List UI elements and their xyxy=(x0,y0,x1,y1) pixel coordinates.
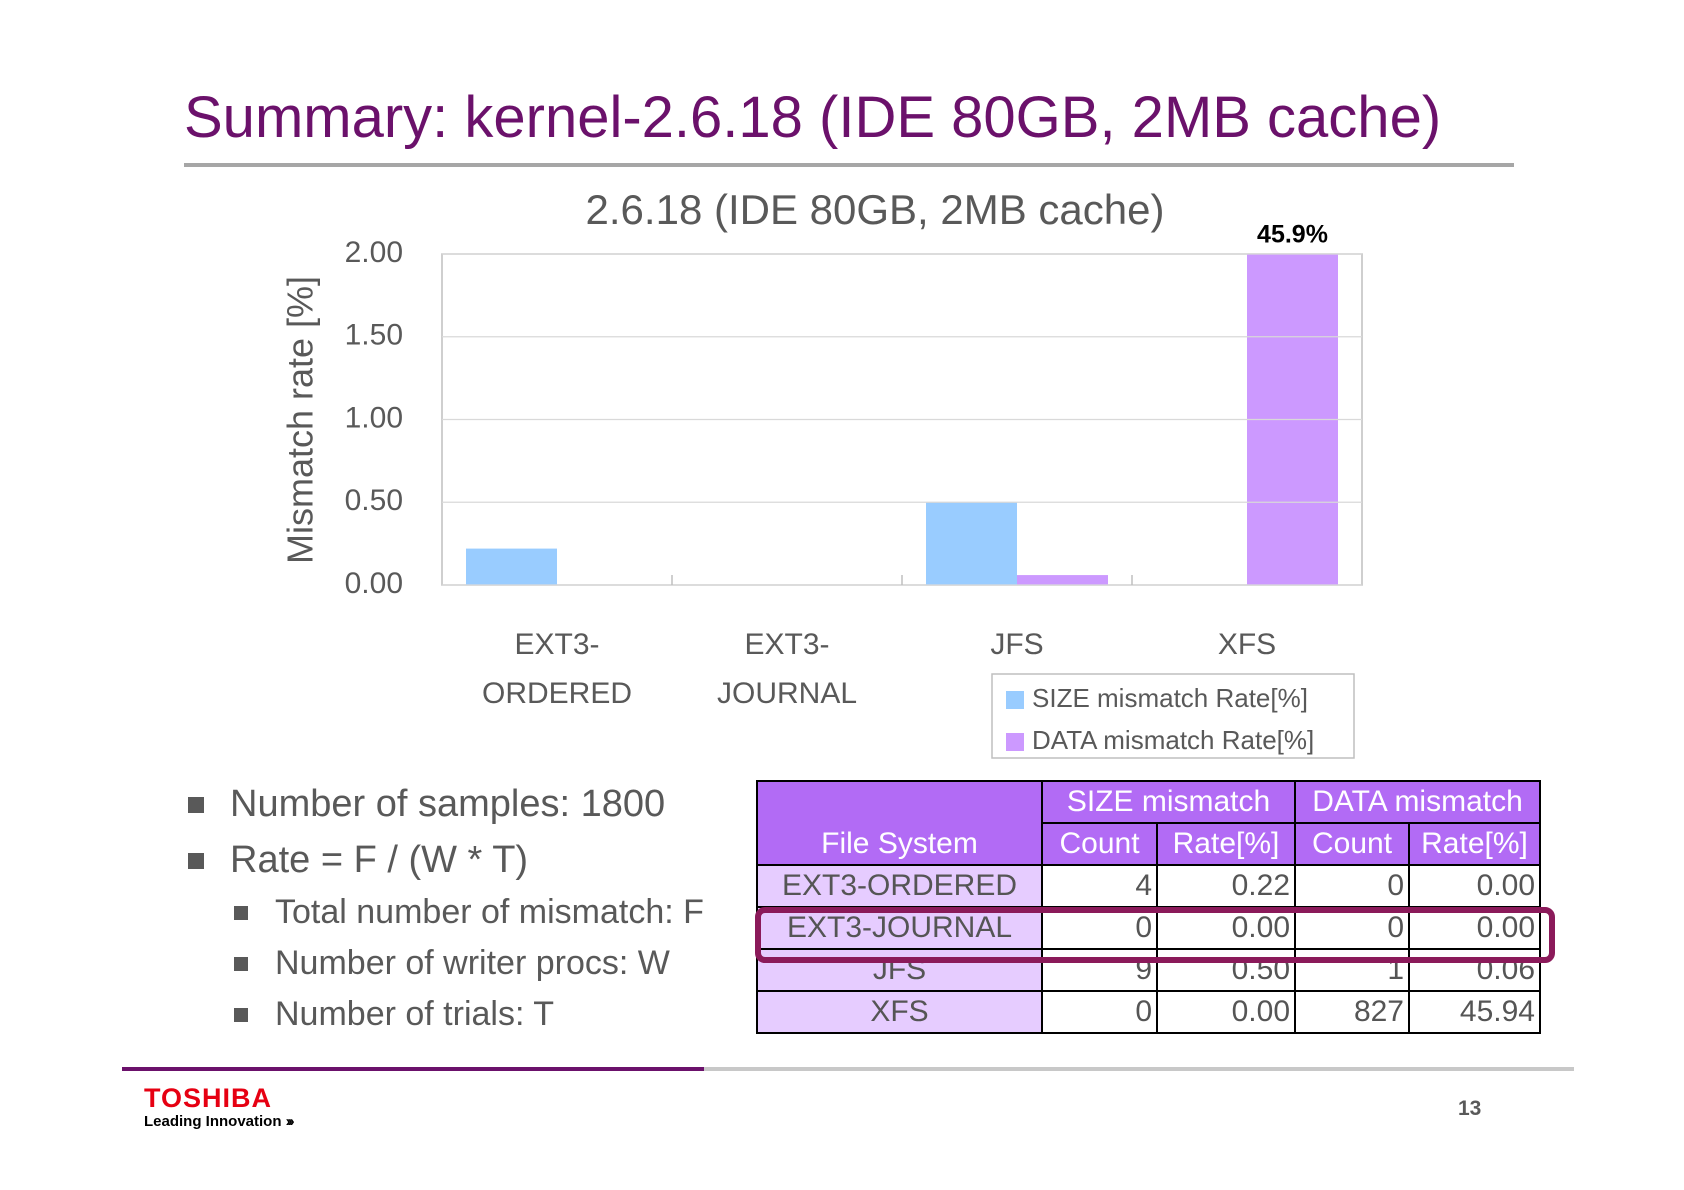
page-number: 13 xyxy=(1458,1097,1482,1120)
y-tick-label: 1.00 xyxy=(345,401,403,434)
title-rule xyxy=(184,163,1514,167)
summary-table: File System SIZE mismatch DATA mismatch … xyxy=(756,780,1541,1034)
table-cell: 4 xyxy=(1041,864,1158,908)
bullet-text: Number of samples: 1800 xyxy=(230,783,666,825)
legend-frame xyxy=(991,673,1355,759)
bullet xyxy=(188,797,204,813)
legend-label: DATA mismatch Rate[%] xyxy=(1032,725,1314,755)
table-cell: 0.22 xyxy=(1156,864,1296,908)
x-tick-label: JFS xyxy=(990,628,1044,661)
bar xyxy=(926,502,1017,585)
table-header: DATA mismatch xyxy=(1294,780,1541,824)
table-cell: 45.94 xyxy=(1408,990,1541,1034)
footer-rule xyxy=(122,1067,704,1071)
table-cell: 1 xyxy=(1294,948,1410,992)
table-cell: 0.50 xyxy=(1156,948,1296,992)
table-row: EXT3-ORDERED 4 0.22 0 0.00 xyxy=(756,864,1541,908)
y-tick-label: 0.00 xyxy=(345,567,403,600)
table-row-label: EXT3-JOURNAL xyxy=(756,906,1043,950)
table-row-label: JFS xyxy=(756,948,1043,992)
legend-label: SIZE mismatch Rate[%] xyxy=(1032,683,1308,713)
tagline-text: Leading Innovation xyxy=(144,1113,282,1130)
table-row: EXT3-JOURNAL 0 0.00 0 0.00 xyxy=(756,906,1541,950)
table-cell: 0.06 xyxy=(1408,948,1541,992)
x-tick-label: XFS xyxy=(1217,628,1277,661)
data-label: 45.9% xyxy=(1257,221,1328,249)
y-axis-label: Mismatch rate [%] xyxy=(280,276,321,564)
table-subheader: Count xyxy=(1041,822,1158,866)
table-cell: 0.00 xyxy=(1156,990,1296,1034)
bullet xyxy=(234,957,248,971)
bars xyxy=(466,254,1338,585)
table-cell: 0.00 xyxy=(1408,864,1541,908)
table-cell: 0 xyxy=(1041,906,1158,950)
bar xyxy=(466,548,557,585)
sub-bullet-text: Number of writer procs: W xyxy=(275,944,670,982)
table-subheader: Rate[%] xyxy=(1408,822,1541,866)
bullet xyxy=(188,853,204,869)
table-header: File System xyxy=(756,780,1043,866)
y-tick-label: 0.50 xyxy=(345,484,403,517)
row-highlight xyxy=(755,907,1555,963)
slide-title: Summary: kernel-2.6.18 (IDE 80GB, 2MB ca… xyxy=(184,85,1442,150)
x-tick-label: EXT3-ORDERED xyxy=(482,628,633,710)
table-cell: 9 xyxy=(1041,948,1158,992)
x-tick-label: EXT3-JOURNAL xyxy=(716,628,858,710)
table-row: XFS 0 0.00 827 45.94 xyxy=(756,990,1541,1034)
sub-bullet-text: Number of trials: T xyxy=(275,995,555,1033)
table-cell: 827 xyxy=(1294,990,1410,1034)
table-subheader: Rate[%] xyxy=(1156,822,1296,866)
table-row-label: EXT3-ORDERED xyxy=(756,864,1043,908)
bullet xyxy=(234,1008,248,1022)
chart-title: 2.6.18 (IDE 80GB, 2MB cache) xyxy=(586,186,1165,233)
bar xyxy=(1017,575,1108,585)
tagline: Leading Innovation ››› xyxy=(144,1113,295,1130)
table-cell: 0.00 xyxy=(1156,906,1296,950)
table-cell: 0 xyxy=(1294,906,1410,950)
table-header: SIZE mismatch xyxy=(1041,780,1296,824)
table-row-label: XFS xyxy=(756,990,1043,1034)
legend-swatch xyxy=(1006,691,1024,709)
chevrons: ››› xyxy=(285,1113,295,1130)
table-cell: 0.00 xyxy=(1408,906,1541,950)
table-cell: 0 xyxy=(1294,864,1410,908)
table-row: JFS 9 0.50 1 0.06 xyxy=(756,948,1541,992)
bullet xyxy=(234,906,248,920)
bullet-text: Rate = F / (W * T) xyxy=(230,839,529,881)
table-cell: 0 xyxy=(1041,990,1158,1034)
y-tick-label: 1.50 xyxy=(345,319,403,352)
bar xyxy=(1247,254,1338,585)
brand: TOSHIBA xyxy=(144,1083,273,1113)
legend-swatch xyxy=(1006,733,1024,751)
y-tick-label: 2.00 xyxy=(345,236,403,269)
table-subheader: Count xyxy=(1294,822,1410,866)
sub-bullet-text: Total number of mismatch: F xyxy=(275,893,704,931)
footer-rule xyxy=(704,1067,1574,1071)
